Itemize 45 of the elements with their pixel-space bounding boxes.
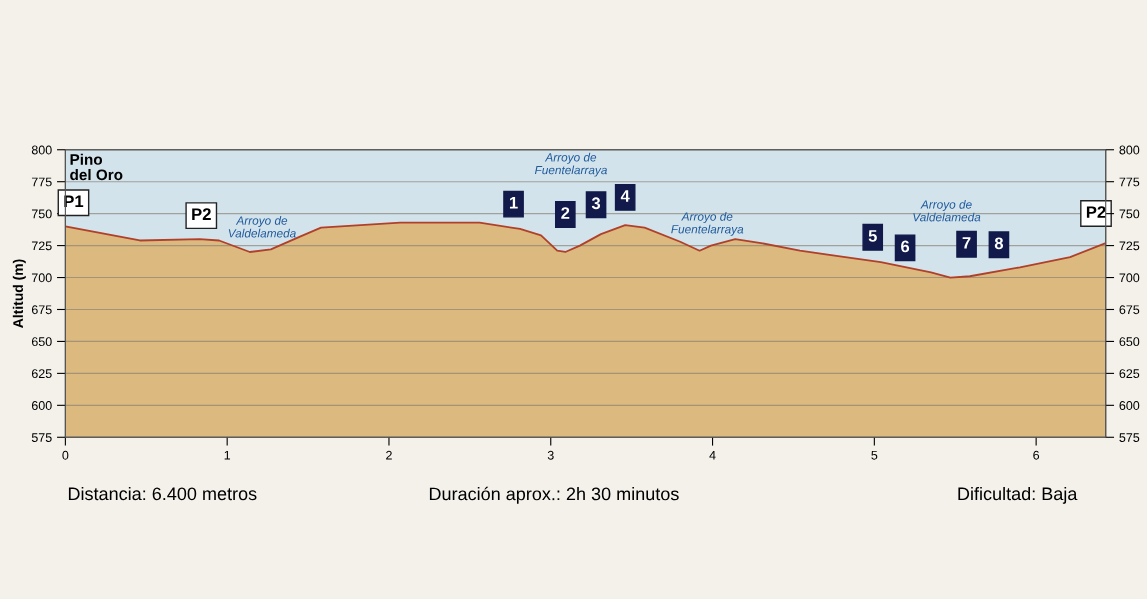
- annotation: 7: [962, 237, 971, 249]
- x-tick-label: 1: [224, 450, 231, 460]
- text: Distancia: 6.400 metros: [68, 486, 257, 501]
- y-tick-label: 575: [31, 433, 52, 442]
- y2-tick-label: 800: [1119, 145, 1140, 155]
- text: Duración aprox.: 2h 30 minutos: [429, 486, 679, 504]
- annotation: Arroyo de Fuentelarraya: [534, 152, 607, 177]
- annotation: 3: [591, 197, 601, 210]
- x-tick-label: 3: [547, 450, 554, 460]
- y2-tick-label: 725: [1119, 241, 1140, 251]
- x-tick-label: 6: [1033, 450, 1040, 460]
- annotation: 6: [901, 240, 910, 253]
- annotation: 1: [509, 196, 518, 209]
- annotation: Arroyo de Valdelameda: [913, 199, 981, 222]
- y2-tick-label: 650: [1119, 337, 1140, 347]
- annotation: P2: [192, 208, 211, 220]
- x-tick-label: 5: [871, 450, 878, 460]
- annotation: Pino del Oro: [70, 153, 123, 181]
- text: Dificultad: Baja: [958, 486, 1078, 504]
- y-tick-label: 650: [31, 337, 52, 347]
- annotation: 4: [620, 190, 630, 202]
- y-tick-label: 700: [31, 273, 52, 283]
- annotation: 8: [994, 237, 1004, 250]
- y2-tick-label: 600: [1119, 401, 1140, 410]
- y-axis-title: Altitud (m): [12, 259, 26, 328]
- x-tick-label: 2: [386, 450, 392, 460]
- y2-tick-label: 575: [1119, 433, 1140, 442]
- y2-tick-label: 775: [1119, 177, 1140, 187]
- y2-tick-label: 625: [1119, 369, 1140, 379]
- y-tick-label: 775: [31, 177, 52, 187]
- y2-tick-label: 750: [1119, 209, 1140, 219]
- y-tick-label: 750: [31, 209, 52, 219]
- annotation: 2: [561, 207, 570, 219]
- annotation: 5: [868, 230, 877, 242]
- y2-tick-label: 700: [1119, 273, 1140, 283]
- x-tick-label: 0: [62, 450, 69, 460]
- y-tick-label: 800: [31, 145, 52, 155]
- annotation: Arroyo de Valdelameda: [228, 216, 296, 238]
- x-tick-label: 4: [709, 450, 716, 460]
- annotation: Arroyo de Fuentelarraya: [671, 212, 744, 236]
- y-tick-label: 625: [31, 369, 52, 379]
- y-tick-label: 725: [31, 241, 52, 251]
- y-tick-label: 675: [31, 305, 52, 315]
- y-tick-label: 600: [31, 401, 52, 410]
- y2-tick-label: 675: [1119, 305, 1140, 315]
